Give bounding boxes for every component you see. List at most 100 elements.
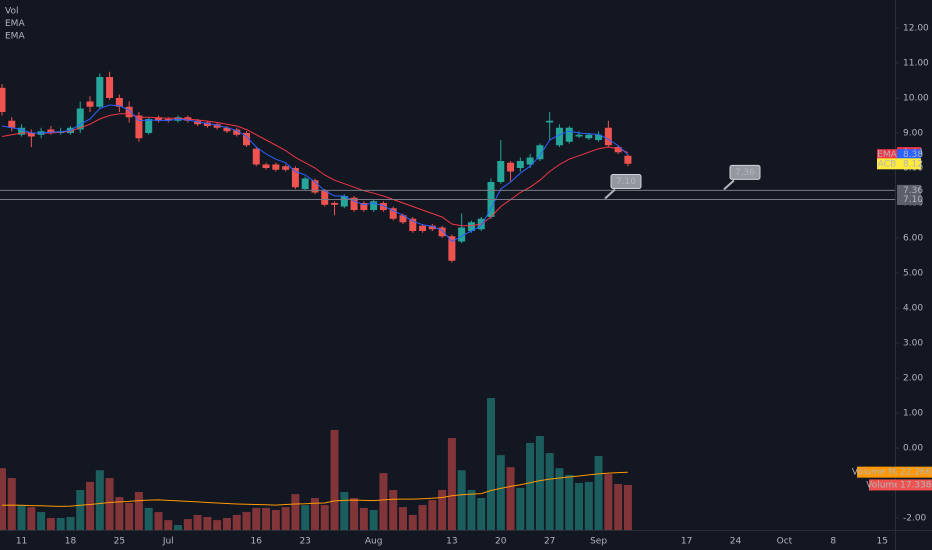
candle-body [536,145,544,160]
volume-bar [105,478,114,530]
candle-body [223,127,231,132]
candle-body [614,146,622,153]
volume-ma-value: 22.266M [900,468,932,478]
volume-bar [164,520,173,530]
volume-bar [115,497,124,530]
candle-body [291,167,299,188]
volume-bar [555,468,564,530]
x-tick-label: 20 [495,537,507,547]
volume-bar [46,518,55,530]
volume-value: 17.338M [900,480,932,490]
volume-ma-tag [897,466,932,478]
volume-ma-name-tag [857,466,897,478]
legend-item: EMA [5,19,25,29]
candle-body [585,134,593,139]
volume-bar [154,512,163,530]
volume-bar [144,507,153,530]
ema-fast-name: EMA [877,150,897,160]
candle-body [154,117,162,121]
volume-bar [623,484,632,530]
volume-bar [350,498,359,530]
candle-body [428,225,436,230]
volume-bar [496,455,505,530]
candle-body [331,202,339,205]
candle-body [76,108,84,130]
y-tick-label: 2.00 [903,373,923,383]
candle-body [526,157,534,165]
volume-bar [134,492,143,530]
candle-body [96,76,104,107]
x-tick-label: 13 [446,537,457,547]
y-tick-label: 11.00 [903,58,929,68]
candle-body [18,127,26,135]
volume-bar [516,487,525,530]
volume-bar [389,489,398,530]
candle-body [507,162,515,172]
volume-bar [467,489,476,530]
volume-bar [428,500,437,530]
y-tick-label: 10.00 [903,93,929,103]
volume-bar [330,429,339,530]
x-tick-label: Oct [777,537,793,547]
candle-body [575,134,583,137]
candle-body [233,129,241,135]
candle-body [47,129,55,133]
candle-body [389,208,397,219]
volume-bar [66,517,75,530]
callout-box [610,173,642,189]
x-tick-label: Jul [162,537,174,547]
level-tag [897,193,921,205]
volume-bar [213,520,222,530]
candle-body [370,201,378,210]
x-tick-label: 8 [830,537,836,547]
symbol-value: 8.12 [903,159,923,169]
volume-bar [594,455,603,530]
candle-body [565,127,573,142]
volume-bar [56,518,65,530]
volume-bar [477,498,486,530]
volume-bar [76,489,85,530]
volume-bar [584,481,593,530]
candle-body [497,160,505,182]
candle-body [135,115,143,139]
candle-body [448,236,456,261]
candle-body [282,166,290,170]
ema-fast-value: 8.38 [903,150,923,160]
volume-bar [340,492,349,530]
y-tick-label: 6.00 [903,233,923,243]
volume-bar [174,525,183,530]
volume-bar [17,505,26,530]
candle-body [311,180,319,193]
volume-bar [545,453,554,530]
volume-bar [369,509,378,530]
candle-body [546,120,554,123]
x-tick-label: 15 [876,537,887,547]
volume-name: Volume [866,480,900,490]
volume-bar [301,505,310,530]
candle-body [399,215,407,223]
volume-bar [535,435,544,530]
x-tick-label: Sep [590,537,607,547]
candle-body [555,127,563,146]
callout-pointer [723,179,735,191]
volume-ma-name: Volume MA [852,468,903,478]
volume-bar [604,474,613,530]
candle-body [86,101,94,107]
volume-bar [7,478,16,530]
volume-bar [359,507,368,530]
x-tick-label: Aug [365,537,383,547]
volume-bar [232,514,241,530]
volume-bar [418,505,427,530]
volume-bar [203,517,212,530]
y-tick-label: -2.00 [903,513,927,523]
volume-bar [222,518,231,530]
x-tick-label: 24 [730,537,742,547]
volume-bar [310,498,319,530]
candle-body [458,227,466,242]
candle-body [467,222,475,231]
candle-body [340,195,348,207]
candle-body [360,202,368,210]
candle-body [438,227,446,237]
candle-body [164,118,172,121]
